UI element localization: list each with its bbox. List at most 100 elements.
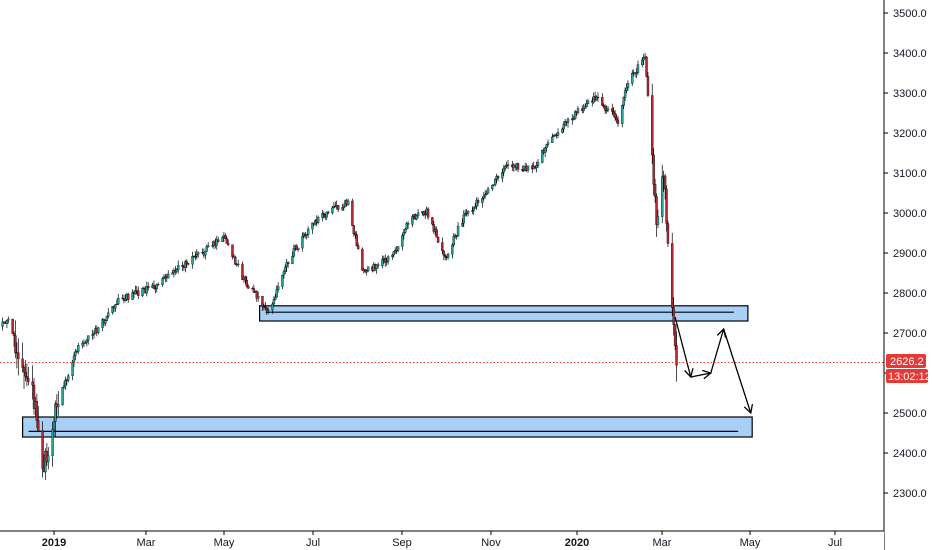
candle-up [115,303,118,306]
candle-down [442,250,445,256]
candle-up [71,362,74,376]
projection-arrow[interactable] [674,316,694,379]
candle-up [641,59,644,65]
candle-down [157,284,160,286]
candle-down [224,235,227,239]
candle-up [87,335,90,341]
candle-down [241,263,244,281]
candle-up [131,292,134,300]
candle-up [502,168,505,173]
y-tick-label: 2700.0 [893,328,927,340]
candle-up [346,200,350,205]
candle-down [432,224,435,232]
candle-up [47,455,50,463]
candle-up [341,207,344,210]
candle-up [451,244,454,255]
candle-down [127,293,130,300]
candle-up [74,351,77,356]
candle-up [506,164,510,167]
candle-up [107,312,110,317]
x-tick-label: Mar [137,537,156,549]
resistance-zone[interactable] [259,305,749,322]
time-axis[interactable]: 2019 Mar May Jul Sep Nov 2020 Mar May Jul [0,530,884,550]
candle-up [561,128,564,133]
candle-down [41,430,44,469]
candle-up [114,304,117,309]
candle-down [75,351,79,353]
x-tick-label: 2019 [42,537,66,549]
candle-down [225,238,228,244]
candle-down [431,217,434,225]
candle-up [404,228,407,233]
projection-arrow[interactable] [710,327,727,374]
candle-up [154,288,157,290]
candle-up [474,206,477,209]
price-axis[interactable]: 3500.0 3400.0 3300.0 3200.0 3100.0 3000.0 2900… [883,0,932,550]
candle-up [276,286,280,290]
candle-up [452,235,455,246]
x-tick-label: May [740,537,761,549]
candle-up [583,106,587,109]
candle-down [612,111,615,114]
candle-up [416,212,420,216]
candle-up [105,316,109,321]
candle-up [541,149,544,163]
candle-up [424,213,427,216]
candle-up [342,206,346,208]
projection-arrow[interactable] [723,328,754,415]
candle-up [472,207,475,211]
candle-up [284,266,287,272]
y-tick-label: 2800.0 [893,288,927,300]
candle-up [321,213,324,218]
candle-up [411,216,414,225]
candle-up [492,184,495,186]
candle-up [161,278,164,286]
candle-down [673,324,677,346]
candle-up [491,184,494,190]
y-tick-label: 2300.0 [893,488,927,500]
candle-up [91,334,94,336]
candle-up [266,309,270,312]
candle-down [395,250,398,252]
candle-down [244,276,247,281]
x-tick-label: 2020 [565,537,589,549]
candle-up [205,246,208,252]
candle-up [582,108,585,111]
candle-down [422,211,425,216]
candle-down [147,286,150,289]
candle-down [646,76,650,96]
projection-arrow[interactable] [690,369,713,380]
candle-up [301,236,304,249]
countdown-label: 13:02:12 [888,371,931,383]
candle-down [441,242,444,251]
y-tick-label: 3200.0 [893,128,927,140]
candle-up [504,166,507,169]
candle-up [486,188,490,194]
last-price-label: 2626.2 [890,356,924,368]
candle-down [356,245,360,250]
candle-up [556,132,560,136]
candle-up [392,251,395,256]
candle-up [501,172,504,179]
candle-down [672,307,675,325]
candle-down [234,256,237,265]
candle-up [456,225,460,237]
overlay-layer [674,316,754,415]
candle-down [25,376,29,379]
candle-up [191,255,194,265]
candle-down [21,358,24,368]
candle-up [621,105,624,124]
candle-down [227,243,230,245]
candle-up [51,429,54,456]
y-tick-label: 2500.0 [893,408,927,420]
candle-down [24,372,27,377]
x-ticks-layer: 2019 Mar May Jul Sep Nov 2020 Mar May Jul [42,531,842,549]
candle-up [462,214,465,224]
candle-down [35,401,39,421]
candle-down [255,291,258,299]
candle-up [77,345,80,352]
candle-up [402,232,405,236]
support-zone[interactable] [21,416,753,438]
candle-down [31,381,34,386]
